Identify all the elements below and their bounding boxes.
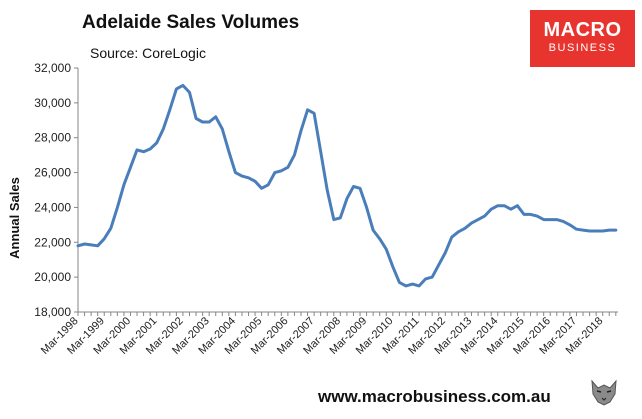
logo-line-2: BUSINESS [548, 42, 617, 54]
chart-source: Source: CoreLogic [90, 45, 206, 61]
y-tick-label: 32,000 [34, 61, 71, 75]
y-tick-label: 24,000 [34, 200, 71, 214]
sales-volume-line [76, 83, 618, 288]
y-tick-label: 22,000 [34, 235, 71, 249]
chart-title: Adelaide Sales Volumes [82, 12, 300, 33]
wolf-icon [588, 376, 620, 408]
y-tick-label: 26,000 [34, 166, 71, 180]
macro-business-logo: MACRO BUSINESS [530, 10, 635, 67]
y-tick-label: 30,000 [34, 96, 71, 110]
footer-url: www.macrobusiness.com.au [318, 387, 551, 406]
y-tick-label: 18,000 [34, 305, 71, 319]
y-tick-label: 28,000 [34, 131, 71, 145]
logo-line-1: MACRO [543, 19, 622, 41]
y-tick-label: 20,000 [34, 270, 71, 284]
